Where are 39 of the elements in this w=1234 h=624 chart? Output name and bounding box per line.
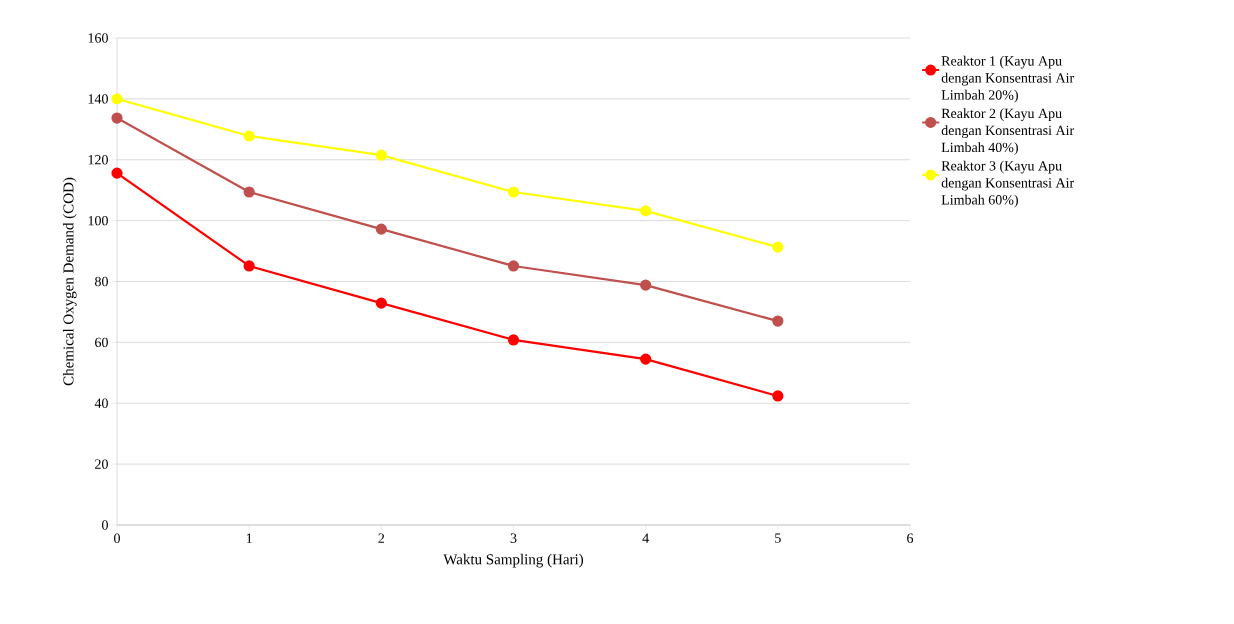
y-tick-label: 120 [88, 155, 108, 165]
point [243, 186, 255, 198]
point [772, 315, 784, 327]
y-tick-label: 80 [95, 276, 108, 287]
y-tick-label: 60 [95, 337, 108, 348]
point [111, 93, 123, 105]
y-axis-title: Chemical Oxygen Demand (COD) [62, 177, 77, 386]
point [507, 186, 520, 198]
x-tick-label: 6 [907, 533, 914, 543]
point [507, 334, 520, 346]
point [243, 130, 255, 142]
point [640, 279, 652, 291]
point [375, 149, 387, 161]
legend-label: Reaktor 3 (Kayu Apu dengan Konsentrasi Air Limbah 60%) [941, 160, 1075, 208]
point [772, 390, 784, 402]
point [243, 260, 255, 272]
x-tick-label: 5 [775, 533, 781, 543]
y-tick-label: 160 [88, 33, 108, 43]
y-tick-label: 20 [95, 459, 108, 469]
y-tick-label: 0 [102, 520, 108, 530]
legend-label: Reaktor 1 (Kayu Apu dengan Konsentrasi Air Limbah 20%) [941, 55, 1075, 103]
point [772, 241, 784, 253]
point [640, 353, 652, 365]
x-tick-label: 0 [114, 533, 120, 543]
x-tick-label: 3 [510, 533, 517, 543]
point [111, 112, 123, 124]
y-tick-label: 100 [88, 215, 108, 226]
point [507, 260, 520, 272]
point [375, 297, 387, 309]
x-tick-label: 4 [642, 533, 649, 543]
x-tick-label: 2 [378, 533, 385, 543]
y-tick-label: 140 [88, 94, 108, 104]
y-tick-label: 40 [94, 398, 108, 408]
legend-label: Reaktor 2 (Kayu Apu dengan Konsentrasi Air Limbah 40%) [941, 108, 1075, 155]
point [375, 223, 387, 235]
point [640, 205, 652, 217]
point [111, 167, 123, 179]
x-axis-title: Waktu Sampling (Hari) [443, 553, 584, 568]
x-tick-label: 1 [246, 533, 252, 543]
